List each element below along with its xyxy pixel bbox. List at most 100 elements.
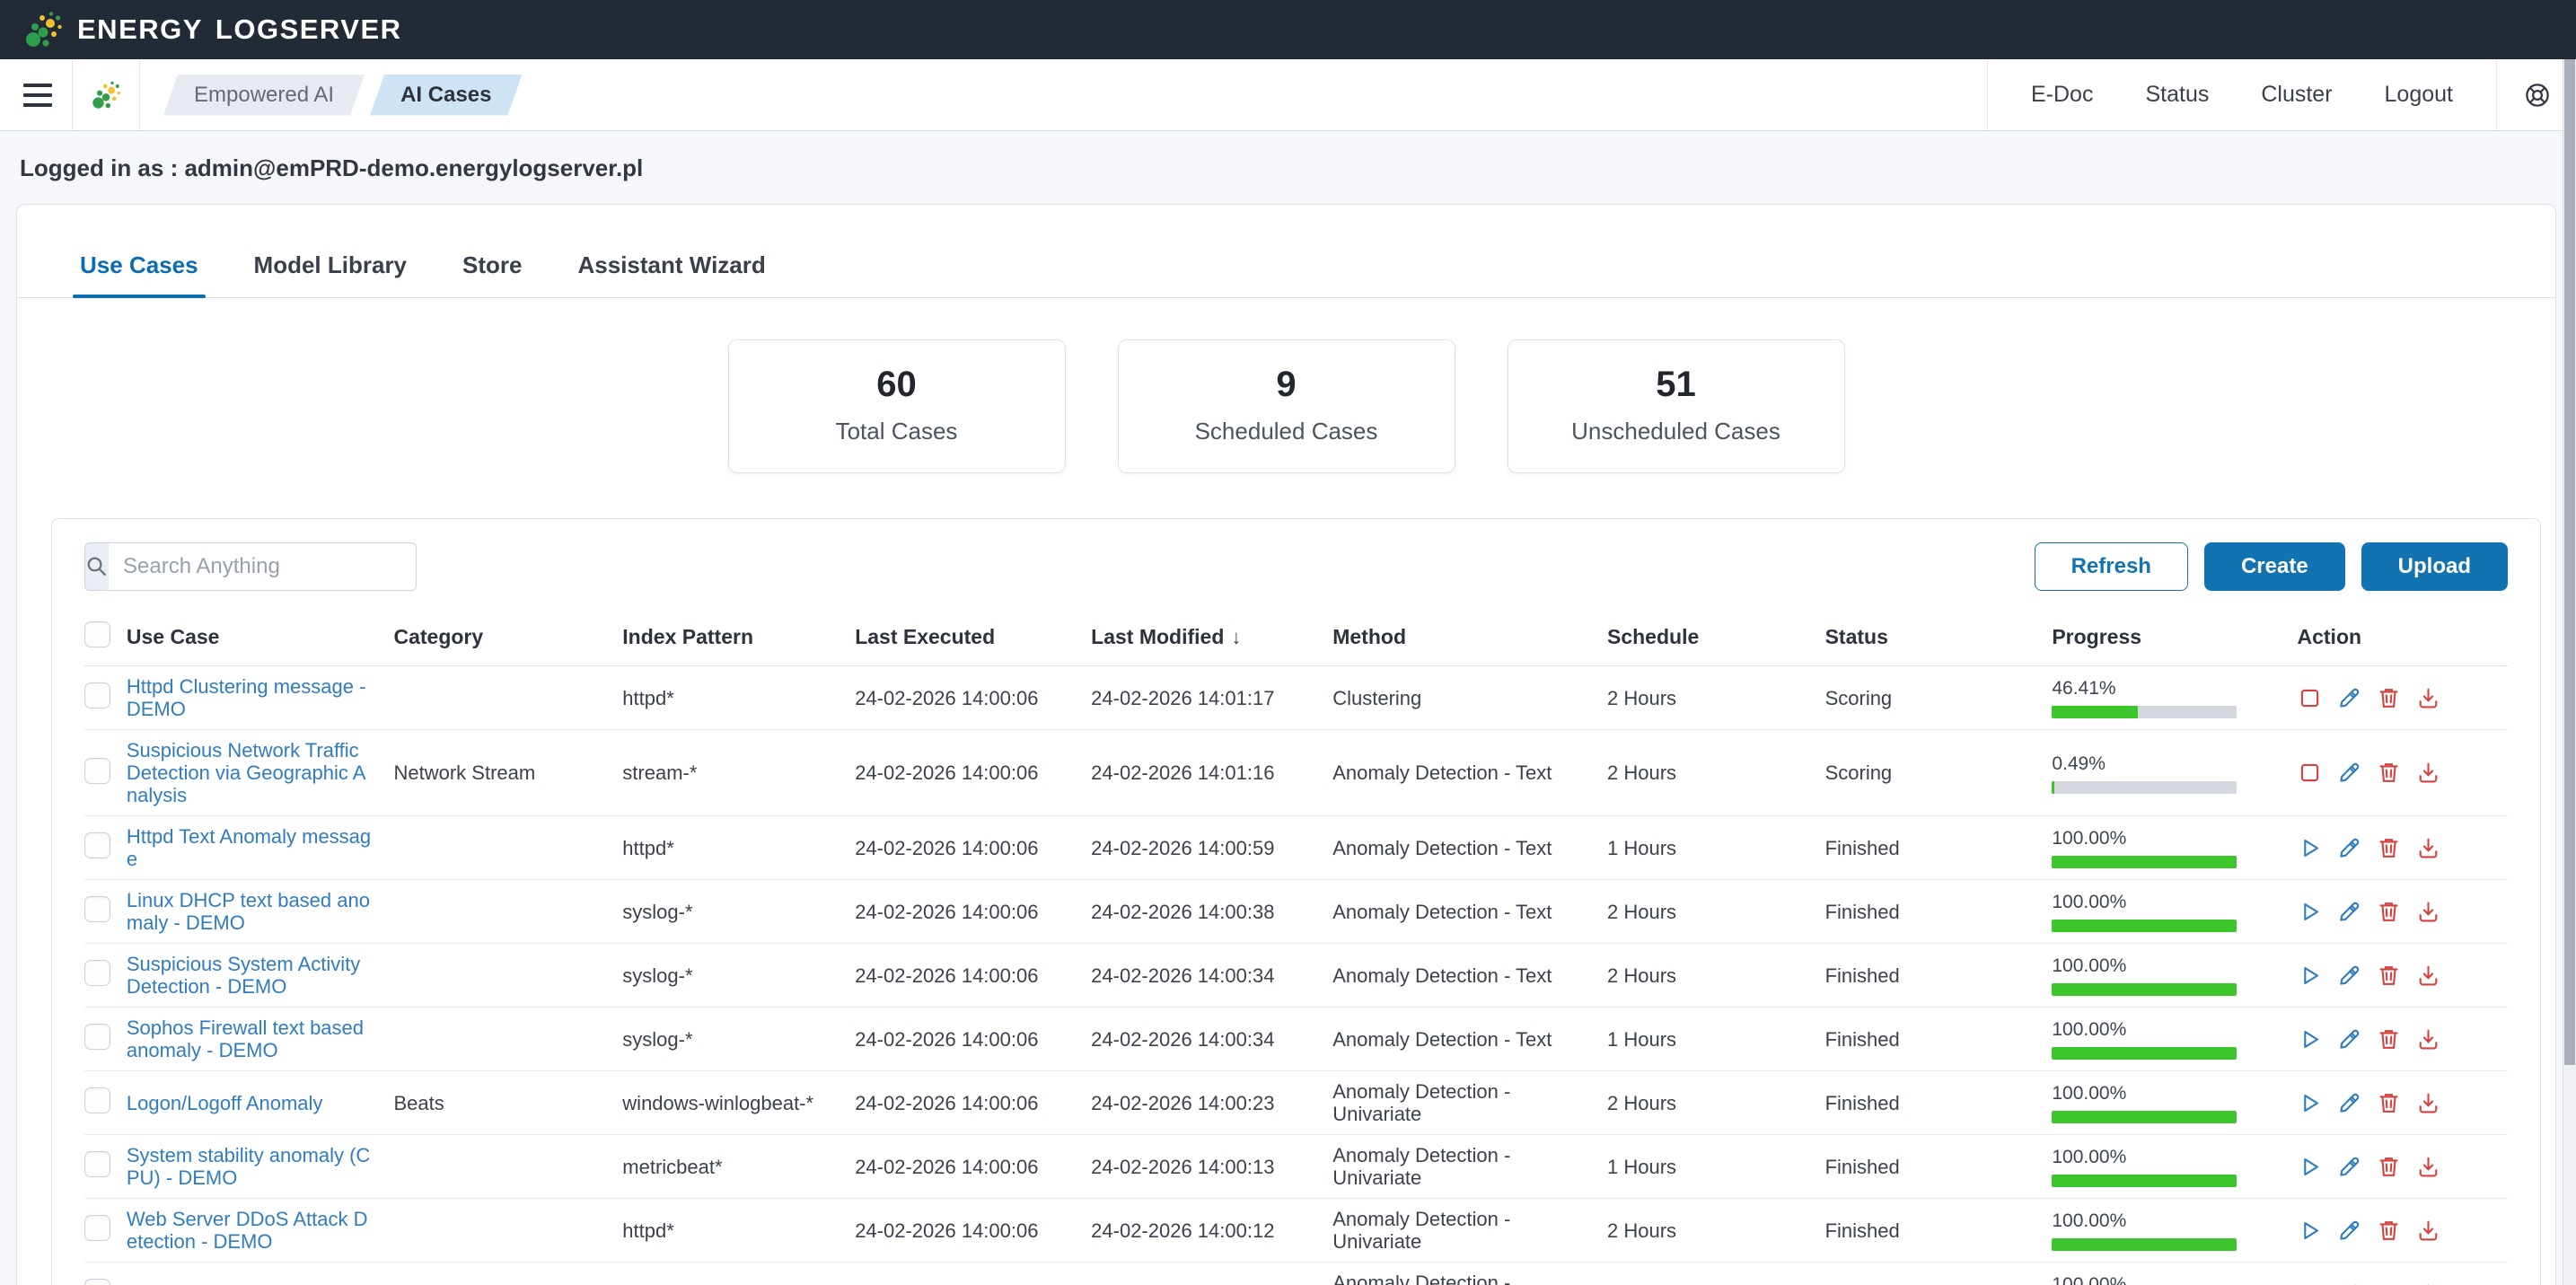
use-case-link[interactable]: Sophos Firewall text based anomaly - DEM… (126, 1017, 365, 1061)
column-header-schedule[interactable]: Schedule (1607, 611, 1825, 666)
use-case-link[interactable]: Logon/Logoff Anomaly (126, 1091, 323, 1114)
use-case-link[interactable]: Httpd Clustering message - DEMO (126, 675, 366, 720)
edit-icon[interactable] (2337, 1155, 2361, 1179)
stats-row: 60 Total Cases 9 Scheduled Cases 51 Unschedul… (17, 339, 2555, 473)
topbar: ENERGY LOGSERVER (0, 0, 2576, 59)
column-header-status[interactable]: Status (1824, 611, 2053, 666)
column-header-use-case[interactable]: Use Case (126, 611, 394, 666)
download-icon[interactable] (2416, 1155, 2440, 1179)
row-checkbox[interactable] (84, 896, 110, 922)
tab-store[interactable]: Store (462, 251, 523, 278)
divider (2496, 59, 2497, 130)
delete-icon[interactable] (2377, 1282, 2401, 1285)
play-icon[interactable] (2298, 1219, 2322, 1243)
play-icon[interactable] (2298, 900, 2322, 924)
nav-link-status[interactable]: Status (2145, 82, 2210, 107)
delete-icon[interactable] (2377, 900, 2401, 924)
use-case-link[interactable]: System stability anomaly (CPU) - DEMO (126, 1144, 371, 1189)
column-header-method[interactable]: Method (1332, 611, 1607, 666)
use-case-link[interactable]: Logon/Logoff Anomaly (127, 1283, 323, 1285)
nav-link-logout[interactable]: Logout (2384, 82, 2453, 107)
stop-icon[interactable] (2298, 761, 2322, 785)
use-case-link[interactable]: Suspicious Network Traffic Detection via… (126, 739, 366, 806)
create-button[interactable]: Create (2203, 542, 2345, 591)
menu-icon[interactable] (23, 83, 52, 107)
edit-icon[interactable] (2337, 1219, 2361, 1243)
action-cell (2297, 665, 2508, 730)
play-icon[interactable] (2298, 964, 2322, 988)
progress-label: 100.00% (2052, 1083, 2127, 1104)
scrollbar-thumb[interactable] (2564, 59, 2575, 1065)
use-case-link[interactable]: Web Server DDoS Attack Detection - DEMO (126, 1208, 368, 1253)
tab-use-cases[interactable]: Use Cases (73, 251, 206, 298)
column-header-category[interactable]: Category (393, 611, 623, 666)
delete-icon[interactable] (2377, 964, 2401, 988)
row-checkbox[interactable] (84, 960, 110, 986)
delete-icon[interactable] (2377, 1155, 2401, 1179)
row-checkbox[interactable] (84, 1024, 110, 1050)
nav-link-cluster[interactable]: Cluster (2261, 82, 2333, 107)
edit-icon[interactable] (2337, 1282, 2361, 1285)
play-icon[interactable] (2298, 1282, 2322, 1285)
download-icon[interactable] (2416, 900, 2440, 924)
progress-label: 46.41% (2052, 678, 2116, 699)
app-logo-icon[interactable] (91, 79, 121, 111)
play-icon[interactable] (2298, 1091, 2322, 1115)
play-icon[interactable] (2298, 1155, 2322, 1179)
delete-icon[interactable] (2377, 1091, 2401, 1115)
refresh-button[interactable]: Refresh (2034, 542, 2188, 591)
download-icon[interactable] (2416, 1219, 2440, 1243)
action-cell (2297, 1134, 2508, 1199)
download-icon[interactable] (2416, 836, 2440, 860)
tab-model-library[interactable]: Model Library (253, 251, 408, 278)
login-status: Logged in as : admin@emPRD-demo.energylo… (20, 154, 644, 181)
row-checkbox[interactable] (84, 832, 110, 858)
use-case-link[interactable]: Httpd Text Anomaly message (126, 825, 372, 870)
delete-icon[interactable] (2377, 836, 2401, 860)
delete-icon[interactable] (2377, 1027, 2401, 1052)
edit-icon[interactable] (2337, 1027, 2361, 1052)
edit-icon[interactable] (2337, 1091, 2361, 1115)
use-case-link[interactable]: Linux DHCP text based anomaly - DEMO (126, 889, 370, 934)
delete-icon[interactable] (2377, 686, 2401, 710)
download-icon[interactable] (2416, 686, 2440, 710)
column-header-progress[interactable]: Progress (2052, 611, 2298, 666)
row-checkbox[interactable] (84, 1151, 110, 1177)
edit-icon[interactable] (2337, 761, 2361, 785)
edit-icon[interactable] (2337, 964, 2361, 988)
edit-icon[interactable] (2337, 900, 2361, 924)
column-header-action[interactable]: Action (2297, 611, 2508, 666)
delete-icon[interactable] (2377, 1219, 2401, 1243)
stop-icon[interactable] (2298, 686, 2322, 710)
tab-assistant-wizard[interactable]: Assistant Wizard (577, 251, 766, 278)
download-icon[interactable] (2416, 761, 2440, 785)
download-icon[interactable] (2416, 1091, 2440, 1115)
row-checkbox[interactable] (84, 757, 110, 784)
help-icon[interactable] (2524, 82, 2551, 109)
row-checkbox[interactable] (84, 682, 110, 709)
download-icon[interactable] (2416, 1027, 2440, 1052)
column-header-index-pattern[interactable]: Index Pattern (622, 611, 856, 666)
use-case-link[interactable]: Suspicious System Activity Detection - D… (126, 953, 361, 998)
row-checkbox[interactable] (84, 1215, 110, 1241)
column-header-last-modified[interactable]: Last Modified ↓ (1091, 611, 1333, 666)
delete-icon[interactable] (2377, 761, 2401, 785)
breadcrumb-empowered-ai[interactable]: Empowered AI (163, 75, 365, 116)
select-all-checkbox[interactable] (84, 621, 110, 647)
index-pattern-cell: httpd* (622, 665, 856, 730)
play-icon[interactable] (2298, 1027, 2322, 1052)
column-header-last-executed[interactable]: Last Executed (855, 611, 1092, 666)
nav-link-e-doc[interactable]: E-Doc (2031, 82, 2094, 107)
play-icon[interactable] (2298, 836, 2322, 860)
search-input[interactable] (109, 543, 416, 590)
scrollbar[interactable] (2563, 59, 2576, 1285)
breadcrumb-ai-cases[interactable]: AI Cases (370, 75, 522, 116)
download-icon[interactable] (2416, 964, 2440, 988)
last-executed-cell: 24-02-2026 14:00:06 (855, 1070, 1092, 1135)
upload-button[interactable]: Upload (2361, 542, 2508, 591)
download-icon[interactable] (2416, 1282, 2440, 1285)
edit-icon[interactable] (2337, 836, 2361, 860)
row-checkbox[interactable] (84, 1279, 110, 1285)
edit-icon[interactable] (2337, 686, 2361, 710)
row-checkbox[interactable] (84, 1087, 110, 1113)
